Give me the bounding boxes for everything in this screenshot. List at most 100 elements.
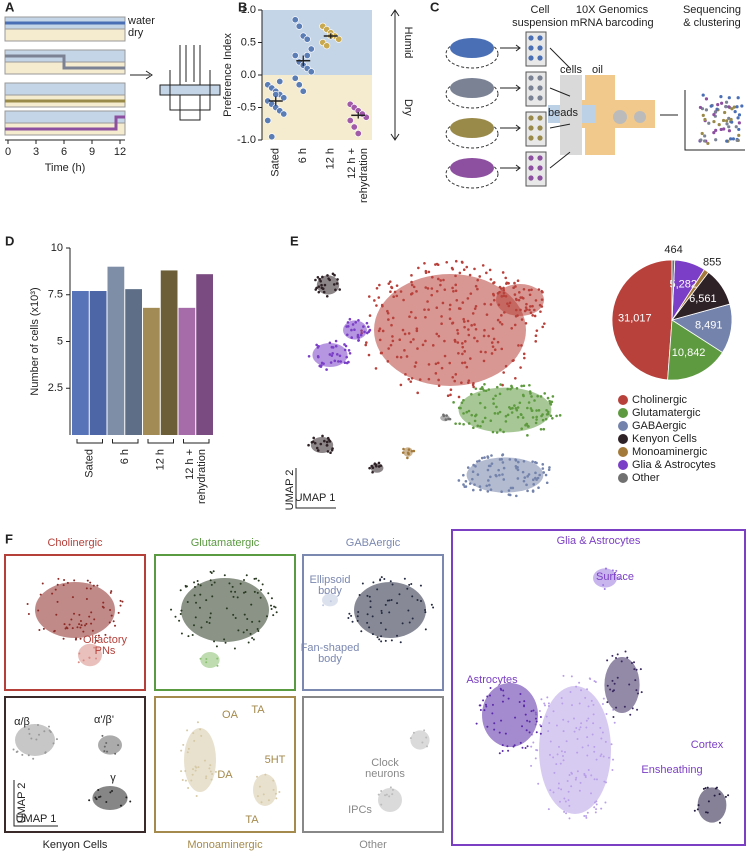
cell-dot — [458, 422, 461, 425]
cell-dot — [424, 339, 427, 343]
cell-dot — [435, 289, 439, 293]
cell-dot — [379, 579, 382, 582]
cell-dot — [242, 591, 245, 594]
cell-dot — [351, 620, 354, 623]
cell-dot — [541, 325, 545, 329]
cell-dot — [504, 420, 508, 423]
cell-dot — [223, 638, 226, 641]
cell-dot — [568, 804, 571, 807]
cell-dot — [38, 733, 41, 736]
cell-dot — [510, 386, 514, 389]
cell-dot — [367, 295, 371, 298]
cell-dot — [424, 269, 428, 273]
cell-dot — [519, 741, 522, 744]
cell-dot — [563, 810, 566, 813]
label: cells — [560, 64, 583, 76]
cell-dot — [193, 739, 196, 742]
cell-dot — [234, 617, 237, 620]
cell-dot — [62, 584, 65, 587]
cell — [528, 135, 534, 141]
cell-dot — [530, 745, 533, 748]
cell-dot — [88, 615, 91, 618]
cell-dot — [593, 801, 596, 804]
cell-dot — [635, 668, 638, 671]
cell-dot — [114, 624, 117, 627]
cell-dot — [608, 756, 611, 759]
group-bracket — [112, 439, 139, 444]
cell-cluster — [539, 686, 611, 814]
y-tick-label: 1.0 — [241, 4, 256, 16]
cell-dot — [423, 729, 426, 732]
cell-dot — [424, 628, 427, 631]
value-label: 5,282 — [669, 278, 697, 290]
cell — [528, 85, 534, 91]
group-label: rehydration — [196, 449, 208, 504]
cell-dot — [705, 811, 708, 814]
cell-dot — [593, 745, 596, 748]
cell-dot — [313, 441, 317, 445]
cell-dot — [541, 463, 545, 466]
legend-label: Glia & Astrocytes — [632, 459, 716, 471]
cell-dot — [315, 343, 318, 347]
cell-dot — [196, 580, 199, 583]
cell-dot — [384, 603, 387, 606]
x-tick-label: 6 h — [297, 148, 309, 163]
cell — [528, 165, 534, 171]
arrow — [500, 124, 521, 132]
cell-dot — [330, 345, 334, 349]
cell-dot — [56, 600, 59, 603]
cell-dot — [604, 801, 607, 804]
cell-dot — [533, 314, 537, 318]
cell-dot — [640, 691, 643, 694]
data-point — [295, 81, 303, 89]
cell-dot — [498, 731, 501, 734]
cell-dot — [80, 624, 83, 627]
cluster-dot — [734, 125, 738, 129]
cell-dot — [532, 483, 535, 486]
cell-dot — [403, 349, 406, 352]
cell-dot — [243, 613, 246, 616]
cell-dot — [242, 579, 245, 582]
cell-dot — [323, 283, 327, 287]
cell-dot — [521, 725, 524, 728]
cell-dot — [119, 599, 122, 602]
cell-dot — [474, 464, 477, 468]
cell-dot — [405, 355, 409, 358]
cell-dot — [501, 453, 505, 456]
cell-dot — [480, 456, 484, 460]
cell-dot — [715, 786, 718, 789]
cell-dot — [586, 811, 589, 814]
cell-dot — [55, 738, 58, 741]
umap-panel — [4, 696, 146, 833]
cell-dot — [443, 288, 447, 291]
cell-dot — [620, 660, 623, 663]
cell-dot — [184, 769, 187, 772]
cell-dot — [384, 628, 387, 631]
cell-dot — [592, 703, 595, 706]
cell-dot — [470, 392, 473, 396]
cell-dot — [507, 489, 511, 492]
axis-label: UMAP 2 — [284, 470, 296, 511]
cell-dot — [404, 373, 407, 376]
cell-dot — [37, 609, 40, 612]
cell-dot — [563, 750, 566, 753]
cell-dot — [457, 351, 460, 355]
cell-dot — [495, 431, 499, 434]
cell-dot — [380, 609, 383, 612]
umap-axes — [13, 780, 58, 827]
cell-dot — [205, 777, 208, 780]
cluster-dot — [737, 113, 742, 117]
cell-dot — [86, 579, 89, 582]
cell-dot — [568, 817, 571, 820]
cell-dot — [407, 377, 411, 381]
cell-dot — [272, 614, 275, 617]
cell-dot — [547, 702, 550, 705]
cell-dot — [205, 621, 208, 624]
cell-dot — [559, 762, 562, 765]
cell — [528, 95, 534, 101]
cell-dot — [424, 315, 427, 319]
cell-dot — [410, 582, 413, 585]
cell-dot — [387, 282, 391, 285]
cell-dot — [587, 717, 590, 720]
cell-dot — [545, 715, 548, 718]
